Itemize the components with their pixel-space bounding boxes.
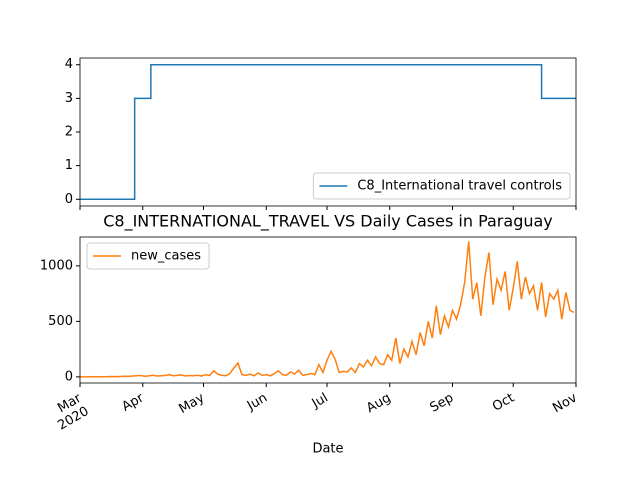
y-tick-label: 1000	[40, 258, 73, 273]
legend-box	[312, 172, 571, 200]
legend-label: C8_International travel controls	[357, 179, 562, 194]
legend-box	[86, 242, 210, 270]
y-tick-label: 0	[65, 192, 73, 207]
axes-frame	[79, 236, 577, 384]
y-tick-label: 1	[65, 158, 73, 173]
data-line	[80, 241, 575, 378]
y-tick-label: 0	[65, 369, 73, 384]
x-axis-label: Date	[312, 442, 343, 457]
y-tick-label: 4	[65, 57, 73, 72]
x-tick-label: Jul	[309, 391, 331, 412]
y-tick-label: 500	[48, 314, 73, 329]
y-tick-label: 2	[65, 125, 73, 140]
y-tick-label: 3	[65, 91, 73, 106]
chart-title: C8_INTERNATIONAL_TRAVEL VS Daily Cases i…	[103, 212, 553, 232]
data-line	[80, 63, 576, 201]
legend-label: new_cases	[131, 249, 201, 264]
axes-frame	[79, 57, 577, 207]
